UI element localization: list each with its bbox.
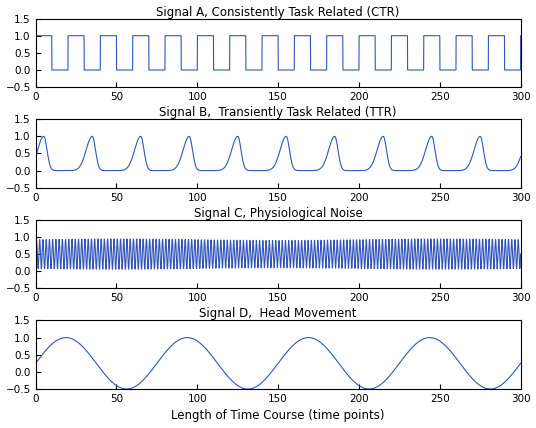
Title: Signal D,  Head Movement: Signal D, Head Movement	[199, 307, 357, 321]
X-axis label: Length of Time Course (time points): Length of Time Course (time points)	[172, 410, 385, 422]
Title: Signal B,  Transiently Task Related (TTR): Signal B, Transiently Task Related (TTR)	[159, 106, 397, 119]
Title: Signal C, Physiological Noise: Signal C, Physiological Noise	[194, 207, 362, 220]
Title: Signal A, Consistently Task Related (CTR): Signal A, Consistently Task Related (CTR…	[157, 6, 400, 18]
